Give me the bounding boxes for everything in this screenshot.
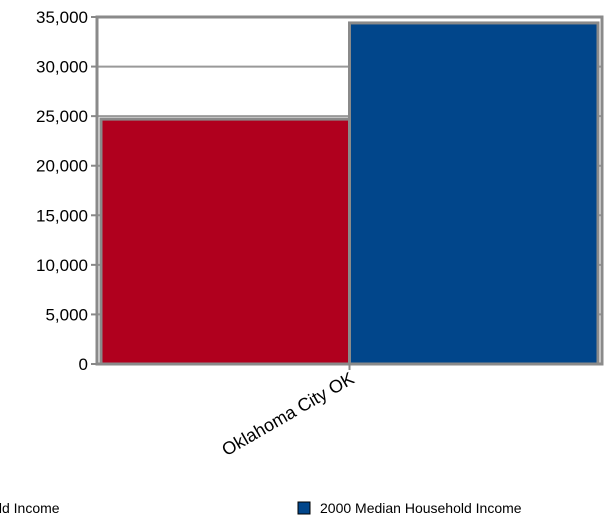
y-tick-label: 20,000	[36, 157, 88, 176]
x-axis-ticks: Oklahoma City OK	[218, 364, 358, 460]
y-tick-label: 25,000	[36, 107, 88, 126]
bar-1990-median-income	[99, 117, 351, 366]
y-tick-label: 10,000	[36, 256, 88, 275]
y-axis-ticks: 0 5,000 10,000 15,000 20,000 25,000 30,000 35,0…	[36, 8, 97, 374]
y-tick-label: 0	[79, 355, 88, 374]
y-tick-label: 15,000	[36, 206, 88, 225]
legend: 1990 Median Household Income 2000 Median …	[0, 500, 522, 516]
y-tick-label: 30,000	[36, 58, 88, 77]
x-tick-label: Oklahoma City OK	[218, 368, 357, 460]
bars	[99, 21, 600, 366]
legend-label: 1990 Median Household Income	[0, 500, 60, 516]
y-tick-label: 5,000	[45, 305, 88, 324]
legend-label: 2000 Median Household Income	[320, 500, 522, 516]
bar-2000-median-income	[348, 21, 600, 366]
legend-swatch	[297, 501, 311, 515]
y-tick-label: 35,000	[36, 8, 88, 27]
